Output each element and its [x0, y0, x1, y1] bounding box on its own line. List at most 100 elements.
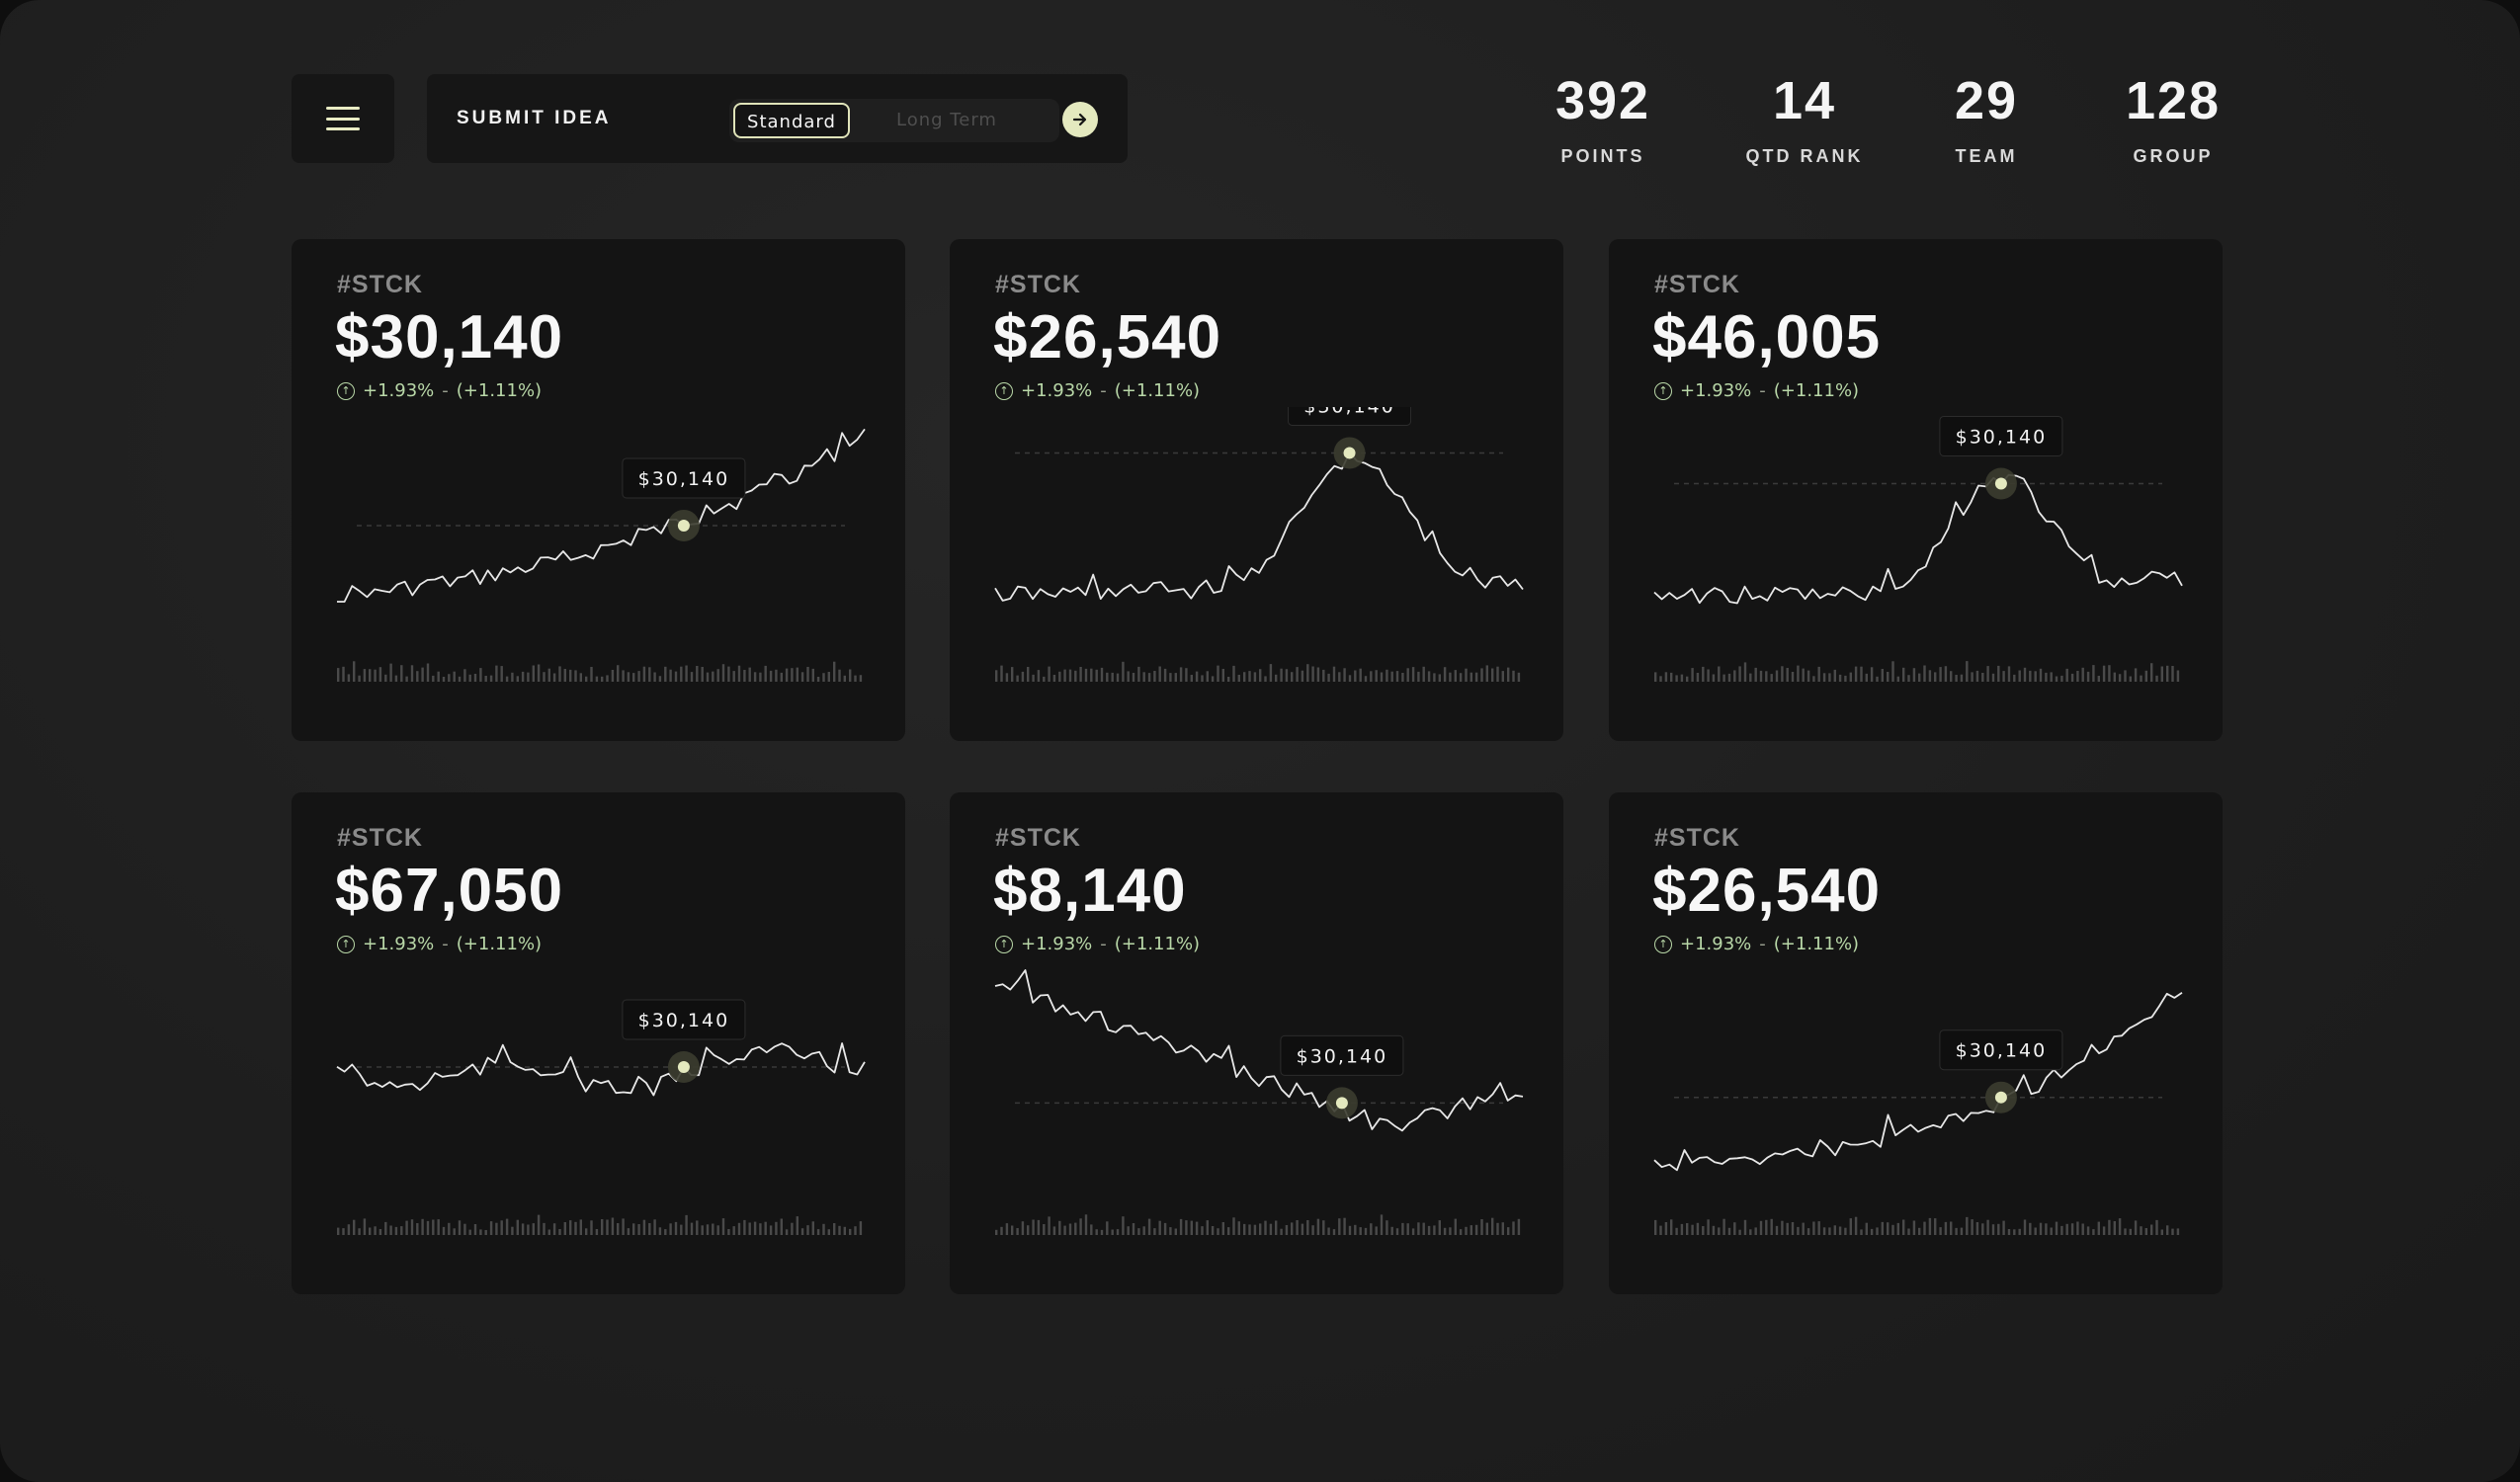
volume-bar: [727, 666, 730, 682]
tooltip-value: $30,140: [1956, 426, 2048, 448]
volume-bar: [1986, 666, 1989, 682]
volume-bar: [1264, 676, 1267, 682]
volume-bar: [1132, 673, 1135, 682]
volume-bar: [1981, 673, 1984, 682]
volume-bar: [2113, 1221, 2116, 1235]
price-chart[interactable]: $30,140: [1609, 407, 2223, 741]
volume-bar: [1401, 1222, 1404, 1235]
volume-bar: [1918, 1227, 1921, 1235]
stock-card[interactable]: #STCK $67,050 ↑ +1.93% - (+1.11%) $30,14…: [292, 792, 905, 1294]
volume-bar: [1364, 1227, 1368, 1235]
volume-bar: [669, 1223, 672, 1235]
arrow-up-icon: ↑: [1654, 381, 1672, 400]
stock-price: $46,005: [1652, 303, 1882, 371]
volume-bar: [1311, 1225, 1314, 1235]
volume-bar: [2134, 1220, 2138, 1235]
stock-card[interactable]: #STCK $26,540 ↑ +1.93% - (+1.11%) $30,14…: [1609, 792, 2223, 1294]
volume-bar: [838, 669, 841, 682]
stock-price: $8,140: [993, 857, 1187, 925]
volume-bar: [1966, 1216, 1969, 1235]
volume-bar: [1923, 1221, 1926, 1235]
volume-bar: [1806, 670, 1810, 682]
volume-bar: [2065, 668, 2068, 682]
volume-bar: [437, 1219, 440, 1235]
stock-card[interactable]: #STCK $46,005 ↑ +1.93% - (+1.11%) $30,14…: [1609, 239, 2223, 741]
volume-bar: [822, 1223, 825, 1235]
volume-bar: [1296, 1220, 1299, 1235]
volume-bar: [537, 1214, 541, 1235]
volume-bar: [1380, 672, 1384, 682]
volume-bar: [1781, 666, 1784, 682]
volume-bar: [1975, 670, 1979, 682]
volume-bar: [1981, 1223, 1984, 1235]
volume-bar: [1195, 1221, 1199, 1235]
hover-dot[interactable]: [677, 1060, 690, 1073]
volume-bar: [606, 1219, 609, 1235]
volume-bars: [337, 1214, 863, 1235]
hover-dot[interactable]: [1994, 477, 2007, 490]
volume-bar: [1280, 668, 1283, 682]
volume-bar: [1896, 1222, 1899, 1235]
volume-bar: [849, 1228, 852, 1235]
volume-bar: [1153, 671, 1156, 682]
volume-bar: [2160, 1229, 2163, 1235]
volume-bar: [347, 674, 351, 682]
volume-bar: [759, 672, 762, 682]
volume-bar: [653, 1219, 656, 1235]
volume-bar: [1749, 1229, 1752, 1235]
toggle-standard[interactable]: Standard: [733, 103, 850, 138]
volume-bar: [1106, 672, 1109, 682]
volume-bar: [1142, 672, 1145, 682]
volume-bar: [1248, 671, 1251, 682]
volume-bar: [1702, 1226, 1705, 1235]
price-chart[interactable]: $30,140: [1609, 960, 2223, 1294]
volume-bar: [1718, 666, 1721, 682]
volume-bar: [1406, 668, 1409, 682]
volume-bar: [2129, 676, 2132, 682]
hover-dot[interactable]: [1343, 447, 1356, 459]
volume-bar: [1491, 1217, 1494, 1235]
toggle-long-term[interactable]: Long Term: [896, 110, 997, 130]
price-chart[interactable]: $30,140: [292, 960, 905, 1294]
volume-bar: [1849, 672, 1852, 682]
volume-bar: [1243, 1223, 1246, 1235]
volume-bar: [1727, 1227, 1731, 1235]
volume-bar: [1037, 1219, 1041, 1235]
price-chart[interactable]: $30,140: [950, 960, 1563, 1294]
hover-dot[interactable]: [677, 519, 690, 532]
volume-bar: [859, 1221, 863, 1235]
volume-bar: [1174, 1228, 1177, 1235]
volume-bar: [2081, 1223, 2084, 1235]
volume-bar: [1470, 672, 1472, 682]
volume-bar: [552, 1223, 556, 1235]
volume-bar: [1960, 1227, 1964, 1235]
stock-card[interactable]: #STCK $30,140 ↑ +1.93% - (+1.11%) $30,14…: [292, 239, 905, 741]
volume-bar: [2097, 676, 2100, 682]
hover-dot[interactable]: [1335, 1097, 1348, 1110]
volume-bar: [1005, 673, 1009, 682]
volume-bar: [1923, 665, 1926, 682]
price-chart[interactable]: $30,140: [950, 407, 1563, 741]
price-chart[interactable]: $30,140: [292, 407, 905, 741]
volume-bar: [1375, 1226, 1378, 1235]
volume-bar: [1438, 674, 1441, 682]
volume-bar: [1865, 673, 1868, 682]
volume-bar: [2076, 671, 2079, 682]
menu-button[interactable]: [292, 74, 394, 163]
stock-card[interactable]: #STCK $8,140 ↑ +1.93% - (+1.11%) $30,140: [950, 792, 1563, 1294]
volume-bar: [1000, 665, 1003, 682]
volume-bar: [1264, 1220, 1267, 1235]
change-percent: (+1.11%): [1114, 380, 1201, 401]
volume-bar: [1465, 1226, 1468, 1235]
volume-bar: [721, 1218, 725, 1235]
stock-card[interactable]: #STCK $26,540 ↑ +1.93% - (+1.11%) $30,14…: [950, 239, 1563, 741]
volume-bar: [1860, 1229, 1863, 1235]
volume-bar: [791, 1222, 794, 1235]
hover-dot[interactable]: [1994, 1091, 2007, 1104]
volume-bar: [1696, 1222, 1700, 1235]
volume-bar: [1844, 1227, 1847, 1235]
volume-bar: [2039, 668, 2043, 682]
submit-go-button[interactable]: [1062, 102, 1098, 137]
volume-bar: [1896, 676, 1899, 682]
volume-bar: [405, 1220, 408, 1235]
